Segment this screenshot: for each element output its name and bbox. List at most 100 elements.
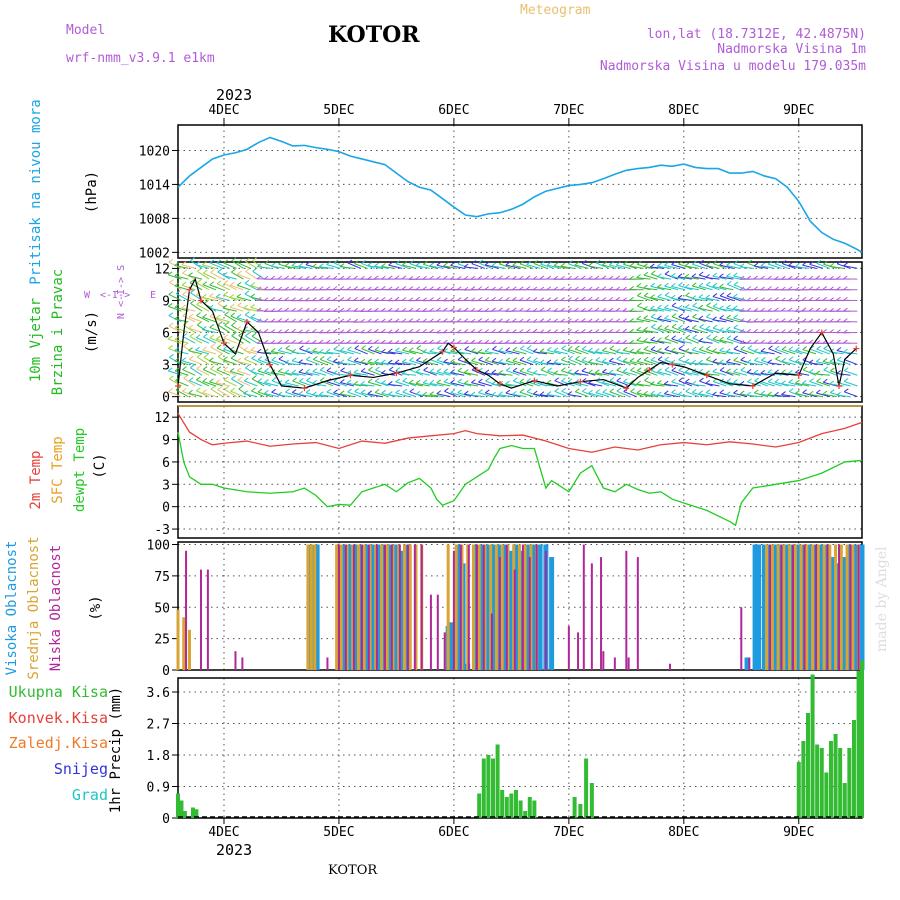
wind-vector-head (657, 347, 662, 352)
wind-vector (243, 393, 258, 398)
wind-vector-head (740, 366, 746, 371)
wind-vector-head (594, 318, 600, 323)
compass-we: <-I-> (100, 290, 130, 301)
wind-vector (560, 265, 575, 269)
wind-vector-head (305, 275, 310, 280)
wind-vector (484, 350, 499, 355)
wind-vector-head (318, 339, 324, 344)
wind-vector (181, 284, 196, 291)
wind-vector-head (291, 307, 296, 312)
wind-vector-head (318, 296, 324, 301)
wind-vector (754, 392, 768, 398)
wind-vector (320, 380, 334, 387)
wind-vector (588, 392, 603, 398)
wind-vector (519, 263, 534, 269)
wind-vector-head (512, 390, 517, 395)
wind-vector (691, 298, 706, 301)
wind-vector-head (429, 391, 434, 396)
wind-vector-head (484, 339, 490, 344)
wind-vector (216, 347, 230, 355)
wind-vector (595, 392, 610, 398)
wind-vector-head (478, 356, 483, 361)
wind-vector (788, 349, 803, 355)
low-cloud-bar (241, 657, 244, 670)
wind-vector-head (346, 275, 352, 280)
temp-unit-label: (C) (92, 453, 108, 478)
wind-vector-head (332, 318, 338, 323)
wind-vector-head (636, 315, 642, 320)
wind-vector (512, 360, 527, 366)
wind-vector-head (277, 380, 283, 384)
wind-vector-head (498, 307, 503, 312)
wind-vector-head (449, 275, 455, 280)
wind-vector-head (664, 345, 670, 350)
low-cloud-bar (337, 544, 340, 670)
wind-vector (223, 379, 237, 387)
wind-vector-head (594, 286, 600, 291)
wind-vector-head (305, 297, 310, 302)
wind-vector (554, 390, 568, 398)
wind-vector-head (298, 340, 303, 344)
wind-vector-head (374, 286, 379, 290)
wind-vector-head (657, 293, 662, 298)
wind-vector-head (463, 263, 469, 268)
wind-vector-head (224, 321, 229, 326)
wind-vector-head (298, 329, 303, 334)
wind-vector (816, 361, 830, 366)
wind-vector-head (491, 275, 496, 280)
wind-vector (326, 351, 341, 355)
wind-vector (650, 370, 665, 376)
wind-vector-head (394, 307, 400, 312)
wind-vector-head (739, 286, 745, 291)
wind-vector (808, 362, 823, 366)
wind-vector (698, 318, 713, 323)
wind-vector-head (615, 340, 621, 344)
wind-vector-head (325, 296, 331, 301)
wind-vector (360, 370, 375, 376)
wind-vector-head (471, 357, 476, 362)
wind-vector (775, 263, 789, 269)
wind-vector-head (753, 328, 759, 333)
mid-cloud-bar (408, 544, 412, 670)
wind-vector-head (174, 272, 180, 277)
wind-vector (381, 351, 396, 355)
wind-vector-head (823, 366, 829, 371)
wind-vector-head (387, 340, 393, 344)
mid-cloud-bar (494, 544, 498, 670)
wind-vector-head (705, 325, 711, 330)
precip-bar (477, 793, 482, 818)
wind-vector-head (256, 275, 262, 280)
wind-vector-head (339, 339, 345, 344)
precip-bar (842, 783, 847, 818)
wind-vector-head (801, 286, 807, 291)
wind-vector-head (415, 390, 421, 395)
wind-vector-head (698, 346, 704, 350)
wind-vector-head (657, 337, 662, 342)
wind-vector (629, 382, 644, 387)
mid-cloud-bar (828, 544, 832, 670)
wind-vector (609, 391, 624, 398)
wind-vector-head (843, 275, 848, 280)
wind-vector-head (231, 257, 237, 262)
wind-vector-head (560, 340, 565, 344)
wind-vector (636, 277, 651, 280)
wind-vector-head (463, 390, 469, 395)
wind-vector-head (491, 286, 496, 291)
wind-vector-head (684, 304, 690, 308)
wind-vector (588, 382, 603, 387)
wind-vector-head (477, 328, 483, 333)
wind-vector (353, 383, 368, 387)
wind-vector (360, 392, 375, 398)
wind-vector-head (256, 263, 262, 268)
wind-vector-head (671, 367, 677, 371)
wind-vector-head (553, 339, 559, 344)
wind-vector (623, 381, 637, 387)
mid-cloud-bar (839, 544, 843, 670)
wind-vector-head (609, 261, 614, 266)
wind-vector-head (615, 261, 621, 266)
wind-vector (367, 381, 382, 387)
wind-vector (533, 263, 548, 269)
wind-vector (643, 393, 658, 398)
wind-vector (623, 360, 637, 366)
wind-vector (347, 359, 361, 366)
